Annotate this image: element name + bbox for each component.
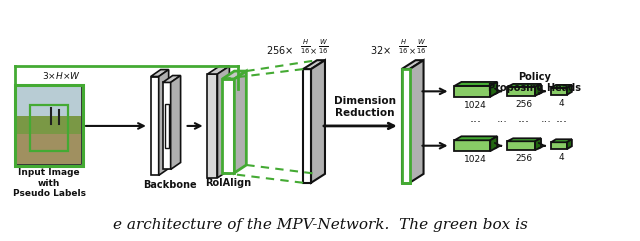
Polygon shape (567, 85, 572, 95)
Polygon shape (551, 88, 567, 95)
Polygon shape (535, 138, 541, 150)
Polygon shape (303, 60, 325, 69)
Polygon shape (402, 60, 424, 69)
Polygon shape (151, 70, 169, 76)
Text: Dimension
Reduction: Dimension Reduction (334, 96, 396, 118)
Polygon shape (207, 66, 229, 74)
Bar (17, 116, 81, 134)
Text: ...: ... (518, 112, 530, 125)
Polygon shape (490, 136, 497, 151)
Text: 4: 4 (559, 99, 564, 108)
Bar (17, 87, 81, 165)
Polygon shape (402, 69, 410, 183)
Polygon shape (551, 85, 572, 88)
Text: $32{\times}$: $32{\times}$ (371, 44, 392, 56)
Text: 4: 4 (559, 153, 564, 162)
Polygon shape (551, 139, 572, 142)
Polygon shape (454, 86, 490, 97)
Text: 1024: 1024 (465, 101, 487, 110)
Text: $\frac{H}{16}$: $\frac{H}{16}$ (398, 38, 409, 56)
Polygon shape (223, 79, 234, 173)
Polygon shape (207, 74, 218, 178)
Polygon shape (234, 71, 246, 173)
Polygon shape (223, 71, 246, 79)
Text: 1024: 1024 (465, 155, 487, 164)
Bar (17, 116, 81, 165)
Text: Policy
Proposing Heads: Policy Proposing Heads (488, 72, 580, 93)
Polygon shape (454, 136, 497, 140)
Text: RolAlign: RolAlign (205, 178, 252, 188)
Polygon shape (507, 141, 535, 150)
Polygon shape (490, 82, 497, 97)
Text: $\frac{W}{16}$: $\frac{W}{16}$ (317, 38, 328, 56)
Text: 256: 256 (516, 154, 532, 163)
Text: $\frac{W}{16}$: $\frac{W}{16}$ (416, 38, 427, 56)
Bar (164, 104, 169, 148)
Text: ${\times}$: ${\times}$ (408, 47, 415, 56)
Polygon shape (303, 69, 311, 183)
Polygon shape (410, 60, 424, 183)
Polygon shape (567, 139, 572, 149)
Text: Input Image
with
Pseudo Labels: Input Image with Pseudo Labels (13, 168, 86, 198)
Polygon shape (507, 138, 541, 141)
Bar (30, 105, 68, 151)
Text: ...: ... (470, 112, 482, 125)
Polygon shape (311, 60, 325, 183)
Bar (17, 87, 81, 124)
Text: ...: ... (556, 112, 568, 125)
Polygon shape (402, 69, 410, 183)
Text: $256{\times}$: $256{\times}$ (266, 44, 293, 56)
Polygon shape (535, 84, 541, 96)
Text: Backbone: Backbone (143, 180, 196, 190)
Polygon shape (454, 140, 490, 151)
Text: ...: ... (497, 114, 508, 124)
Text: ${\times}$: ${\times}$ (309, 47, 317, 56)
Polygon shape (163, 75, 180, 82)
Polygon shape (551, 142, 567, 149)
Polygon shape (151, 76, 159, 175)
Polygon shape (218, 66, 229, 178)
Text: ...: ... (541, 114, 552, 124)
Polygon shape (507, 84, 541, 87)
Text: 256: 256 (516, 100, 532, 109)
Text: $\frac{H}{16}$: $\frac{H}{16}$ (300, 38, 310, 56)
Polygon shape (171, 75, 180, 169)
Bar (15, 85, 83, 167)
Polygon shape (159, 70, 169, 175)
Polygon shape (454, 82, 497, 86)
Polygon shape (163, 82, 171, 169)
Polygon shape (507, 87, 535, 96)
Text: e architecture of the MPV-Network.  The green box is: e architecture of the MPV-Network. The g… (113, 218, 527, 232)
Text: $3{\times}H{\times}W$: $3{\times}H{\times}W$ (42, 70, 81, 81)
